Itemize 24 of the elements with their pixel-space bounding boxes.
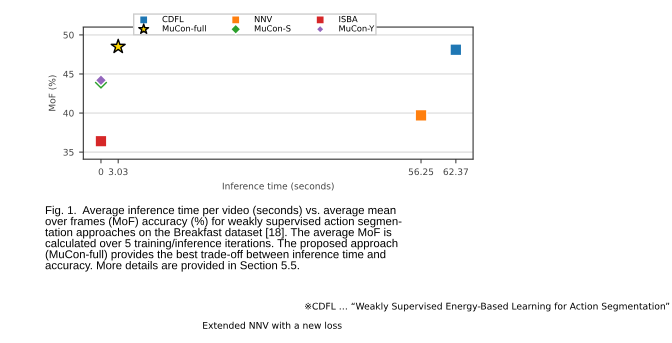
x-tick-label: 0: [98, 168, 104, 176]
point: [414, 108, 428, 122]
point: [110, 38, 126, 54]
text: Extended NNV with a new loss: [203, 322, 342, 329]
legend-label: MuCon-S: [254, 25, 291, 32]
y-tick-label: 35: [64, 148, 74, 156]
x-tick-label: 3.03: [108, 168, 128, 176]
x-axis-title: Inference time (seconds): [222, 182, 334, 191]
point: [94, 134, 108, 148]
caption: Fig. 1. Average inference time per video (seconds) vs. average mean over frames (MoF) accuracy (%) for weakly supervised action segmen- tation approaches on the Breakfast dataset [18]. The average MoF is calculated over 5 training/inference iterations. The proposed approach (MuCon-full) provides the best trade-off between inference time and accuracy. More details are provided in Section 5.5.: [45, 206, 402, 272]
legend-label: CDFL: [162, 16, 184, 22]
x-tick-label: 62.37: [444, 168, 468, 176]
text: ※CDFL … “Weakly Supervised Energy-Based Learning for Action Segmentation”: [305, 302, 670, 312]
legend-label: ISBA: [339, 16, 358, 22]
legend-label: MuCon-Y: [339, 25, 374, 32]
y-tick-label: 45: [63, 70, 74, 78]
x-tick-label: 56.25: [408, 168, 434, 176]
y-axis-title: MoF (%): [48, 75, 57, 111]
y-tick-label: 40: [63, 110, 74, 117]
legend-label: NNV: [254, 16, 272, 22]
point: [94, 74, 108, 87]
legend-label: MuCon-full: [162, 25, 206, 32]
point: [449, 43, 462, 56]
y-tick-label: 50: [64, 32, 74, 38]
